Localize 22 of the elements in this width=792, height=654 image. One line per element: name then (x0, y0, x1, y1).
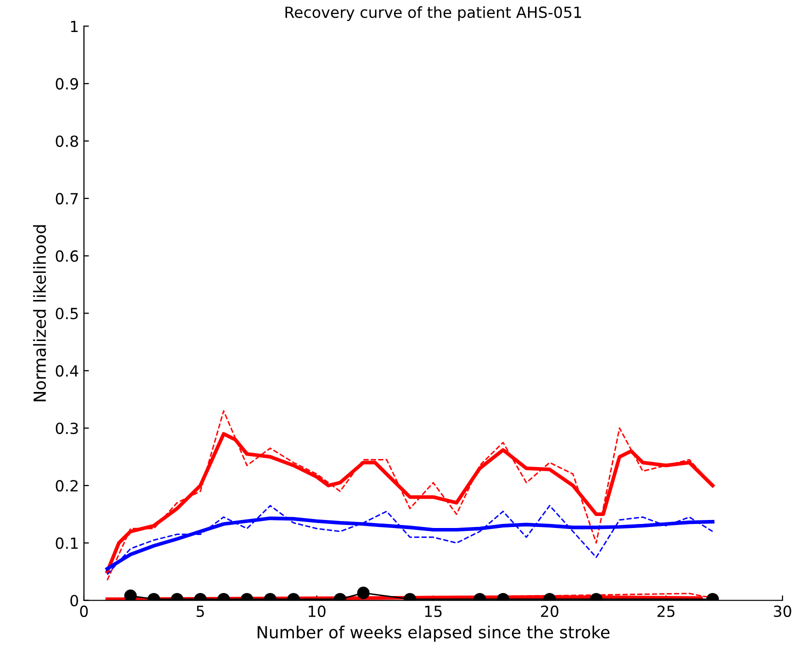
x-tick-label: 15 (425, 606, 442, 618)
y-tick-label: 0.2 (56, 480, 78, 492)
y-tick-label: 0.3 (56, 422, 78, 434)
x-tick-label: 0 (80, 606, 88, 618)
y-axis-title: Normalized likelihood (33, 225, 46, 402)
x-tick-label: 20 (541, 606, 558, 618)
line-series (106, 504, 714, 576)
x-tick-label: 25 (657, 606, 674, 618)
y-tick-label: 0.6 (56, 250, 78, 262)
y-tick-label: 0.4 (56, 365, 78, 377)
y-tick-label: 0.8 (56, 135, 78, 148)
y-tick-label: 0 (70, 594, 78, 606)
x-tick-label: 30 (774, 606, 792, 618)
y-tick-label: 0.1 (56, 537, 78, 549)
x-axis-title: Number of weeks elapsed since the stroke (258, 626, 610, 642)
y-tick-label: 1 (71, 20, 78, 32)
y-tick-label: 0.5 (56, 308, 78, 320)
x-tick-label: 10 (308, 606, 326, 618)
chart-title: Recovery curve of the patient AHS-051 (286, 6, 582, 22)
y-tick-label: 0.9 (56, 78, 78, 90)
y-tick-label: 0.7 (56, 192, 78, 204)
x-tick-label: 5 (196, 606, 204, 618)
